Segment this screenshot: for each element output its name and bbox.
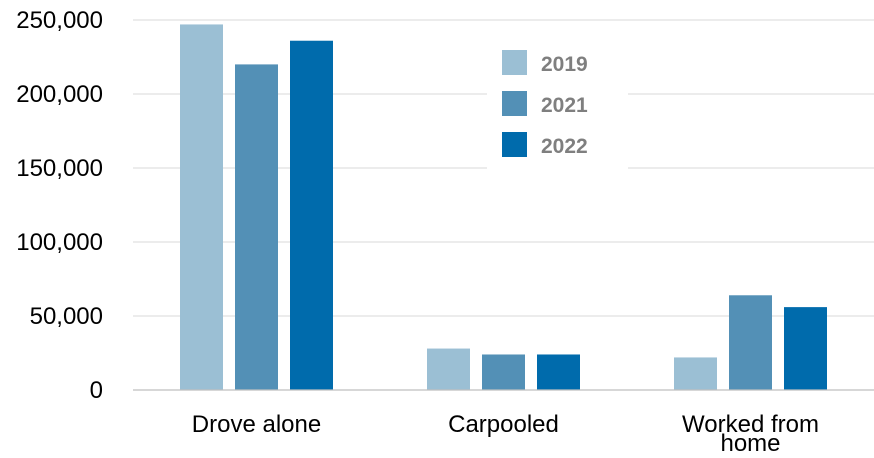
legend-label: 2021 [541,94,588,117]
y-tick-label: 50,000 [30,303,103,330]
bar-2019 [427,348,470,390]
x-category-label: Worked from [682,411,819,438]
bar-2021 [729,295,772,390]
legend-swatch-2021 [502,91,527,116]
legend-swatch-2022 [502,132,527,157]
y-tick-label: 250,000 [16,7,103,34]
bar-2021 [235,64,278,391]
bar-2019 [674,357,717,390]
y-tick-label: 150,000 [16,155,103,182]
y-tick-label: 0 [90,377,103,404]
bar-2022 [537,354,580,390]
y-axis-tick-labels: 0 50,000 100,000 150,000 200,000 250,000 [16,7,103,404]
legend-swatch-2019 [502,50,527,75]
legend-label: 2022 [541,135,588,158]
bar-2019 [180,24,223,390]
x-category-label: Drove alone [192,411,321,438]
bar-2021 [482,354,525,390]
x-category-label: home [720,430,780,457]
legend: 2019 2021 2022 [487,40,628,178]
y-tick-label: 100,000 [16,229,103,256]
y-tick-label: 200,000 [16,81,103,108]
x-category-label: Carpooled [448,411,559,438]
legend-label: 2019 [541,53,588,76]
bar-2022 [290,40,333,390]
bars [180,24,827,391]
bar-2022 [784,307,827,390]
